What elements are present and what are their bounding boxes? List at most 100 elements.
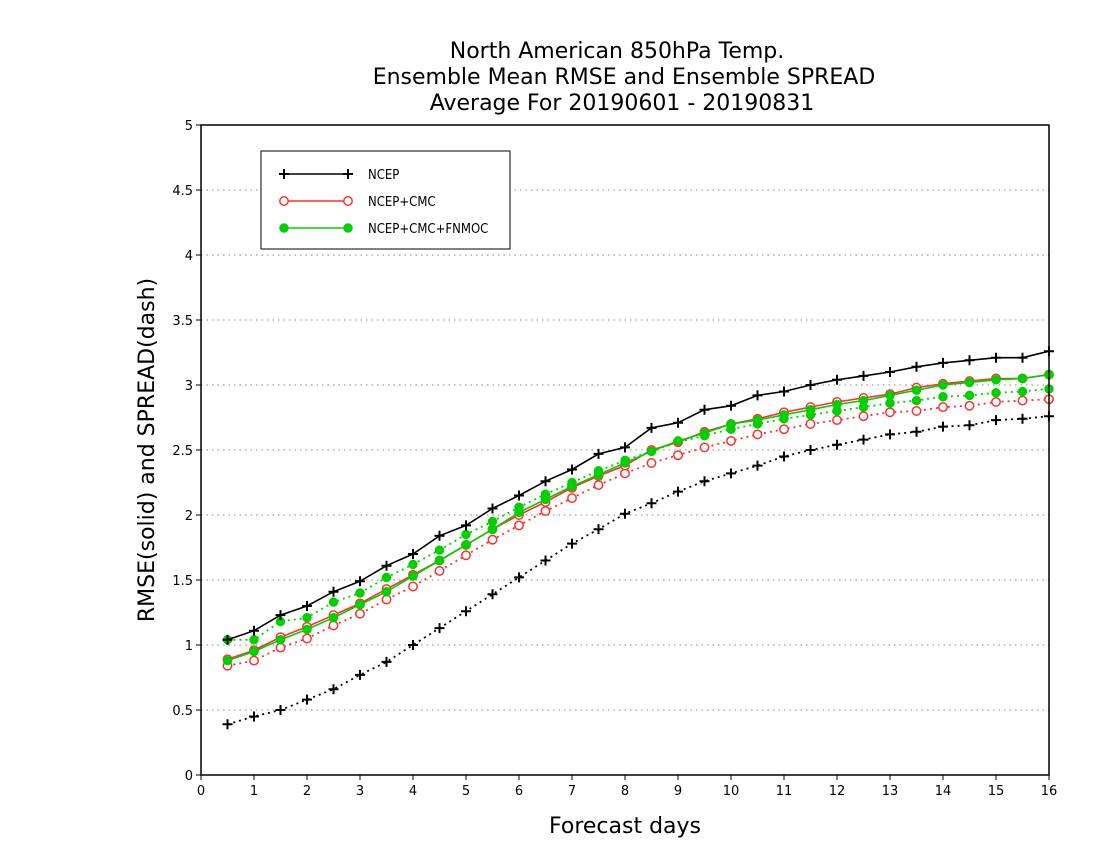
spread-point-ncep [620, 508, 630, 519]
spread-point-ncep-cmc [911, 406, 922, 416]
rmse-point-ncep [938, 357, 948, 368]
spread-point-ncep [805, 445, 816, 455]
spread-point-ncep [858, 434, 869, 445]
x-tick-label-7: 7 [568, 784, 576, 799]
spread-point-ncep-cmc [805, 419, 816, 429]
spread-point-ncep-cmc-fnmoc [434, 545, 445, 555]
rmse-point-ncep-cmc-fnmoc [646, 446, 657, 457]
spread-point-ncep-cmc [858, 411, 869, 422]
legend-marker-ncep [279, 169, 289, 179]
x-tick-label-13: 13 [882, 784, 899, 799]
x-tick-label-10: 10 [723, 784, 740, 799]
spread-point-ncep-cmc [302, 633, 312, 644]
x-tick-label-12: 12 [829, 784, 846, 799]
rmse-point-ncep [991, 352, 1001, 363]
rmse-line-ncep [227, 350, 1050, 641]
spread-point-ncep-cmc-fnmoc [408, 559, 418, 570]
spread-point-ncep-cmc [964, 400, 975, 411]
spread-point-ncep [514, 572, 524, 583]
spread-point-ncep-cmc [355, 608, 365, 619]
rmse-point-ncep [752, 390, 763, 401]
spread-point-ncep-cmc [752, 429, 763, 440]
rmse-point-ncep [964, 355, 975, 366]
title-line-3: Average For 20190601 - 20190831 [430, 91, 815, 116]
spread-point-ncep-cmc [885, 407, 895, 418]
rmse-point-ncep-cmc-fnmoc [249, 646, 259, 657]
spread-point-ncep [275, 705, 286, 715]
spread-point-ncep-cmc [328, 620, 339, 631]
rmse-point-ncep-cmc-fnmoc [991, 375, 1001, 385]
rmse-point-ncep-cmc-fnmoc [514, 507, 524, 518]
rmse-point-ncep-cmc-fnmoc [779, 410, 789, 420]
spread-point-ncep [328, 684, 339, 695]
spread-point-ncep [249, 711, 259, 722]
rmse-point-ncep [381, 560, 392, 571]
legend-box [260, 150, 511, 250]
rmse-point-ncep [885, 367, 895, 377]
spread-point-ncep [673, 486, 683, 497]
rmse-point-ncep [911, 361, 922, 372]
spread-point-ncep [832, 439, 842, 450]
rmse-point-ncep [567, 464, 577, 475]
spread-point-ncep-cmc [514, 520, 524, 531]
spread-point-ncep-cmc [1017, 395, 1028, 406]
rmse-point-ncep [726, 400, 736, 411]
spread-point-ncep-cmc-fnmoc [991, 388, 1001, 398]
spread-point-ncep-cmc [779, 424, 789, 435]
spread-point-ncep [964, 420, 975, 431]
rmse-point-ncep-cmc-fnmoc [752, 415, 763, 425]
spread-point-ncep-cmc-fnmoc [249, 635, 259, 645]
spread-point-ncep [911, 426, 922, 437]
x-tick-label-8: 8 [621, 784, 629, 799]
spread-point-ncep-cmc [434, 565, 445, 576]
x-tick-label-5: 5 [462, 784, 470, 799]
series-lines [222, 346, 1054, 730]
rmse-point-ncep-cmc-fnmoc [540, 494, 551, 505]
rmse-point-ncep-cmc-fnmoc [567, 481, 577, 492]
rmse-point-ncep [593, 448, 604, 459]
rmse-point-ncep [540, 476, 551, 487]
spread-point-ncep [461, 606, 471, 617]
x-tick-label-16: 16 [1041, 784, 1058, 799]
x-tick-label-9: 9 [674, 784, 682, 799]
rmse-point-ncep [487, 503, 498, 514]
spread-point-ncep-cmc-fnmoc [1017, 386, 1028, 397]
y-tick-label-1.5: 1.5 [172, 574, 193, 589]
rmse-point-ncep [514, 490, 524, 501]
spread-line-ncep [227, 415, 1050, 726]
spread-point-ncep [381, 656, 392, 667]
spread-point-ncep [302, 694, 312, 705]
spread-point-ncep [885, 429, 895, 440]
spread-point-ncep [434, 623, 445, 634]
rmse-point-ncep [805, 380, 816, 390]
spread-point-ncep [938, 421, 948, 432]
spread-point-ncep-cmc [699, 442, 710, 453]
spread-line-ncep-cmc [227, 398, 1050, 667]
spread-point-ncep-cmc [593, 480, 604, 491]
spread-point-ncep-cmc [540, 506, 551, 517]
y-tick-label-4.5: 4.5 [172, 184, 193, 199]
rmse-point-ncep-cmc-fnmoc [355, 599, 365, 610]
spread-point-ncep [593, 524, 604, 535]
rmse-point-ncep-cmc-fnmoc [938, 380, 948, 390]
spread-point-ncep-cmc-fnmoc [302, 612, 312, 623]
x-tick-label-6: 6 [515, 784, 523, 799]
rmse-point-ncep-cmc-fnmoc [1017, 373, 1028, 384]
spread-point-ncep-cmc-fnmoc [381, 572, 392, 583]
spread-point-ncep-cmc [646, 458, 657, 468]
rmse-point-ncep-cmc-fnmoc [408, 571, 418, 581]
rmse-point-ncep-cmc-fnmoc [885, 390, 895, 401]
rmse-point-ncep-cmc-fnmoc [302, 624, 312, 635]
spread-point-ncep-cmc-fnmoc [461, 529, 471, 540]
spread-point-ncep [752, 460, 763, 471]
spread-point-ncep [355, 669, 365, 680]
x-tick-label-0: 0 [197, 784, 205, 799]
spread-point-ncep [779, 451, 789, 462]
rmse-point-ncep [355, 576, 365, 587]
chart-title: North American 850hPa Temp. Ensemble Mea… [373, 39, 876, 116]
spread-point-ncep [567, 538, 577, 549]
rmse-point-ncep [858, 370, 869, 381]
rmse-point-ncep [699, 404, 710, 415]
spread-point-ncep-cmc [673, 450, 683, 461]
rmse-point-ncep-cmc-fnmoc [805, 404, 816, 415]
